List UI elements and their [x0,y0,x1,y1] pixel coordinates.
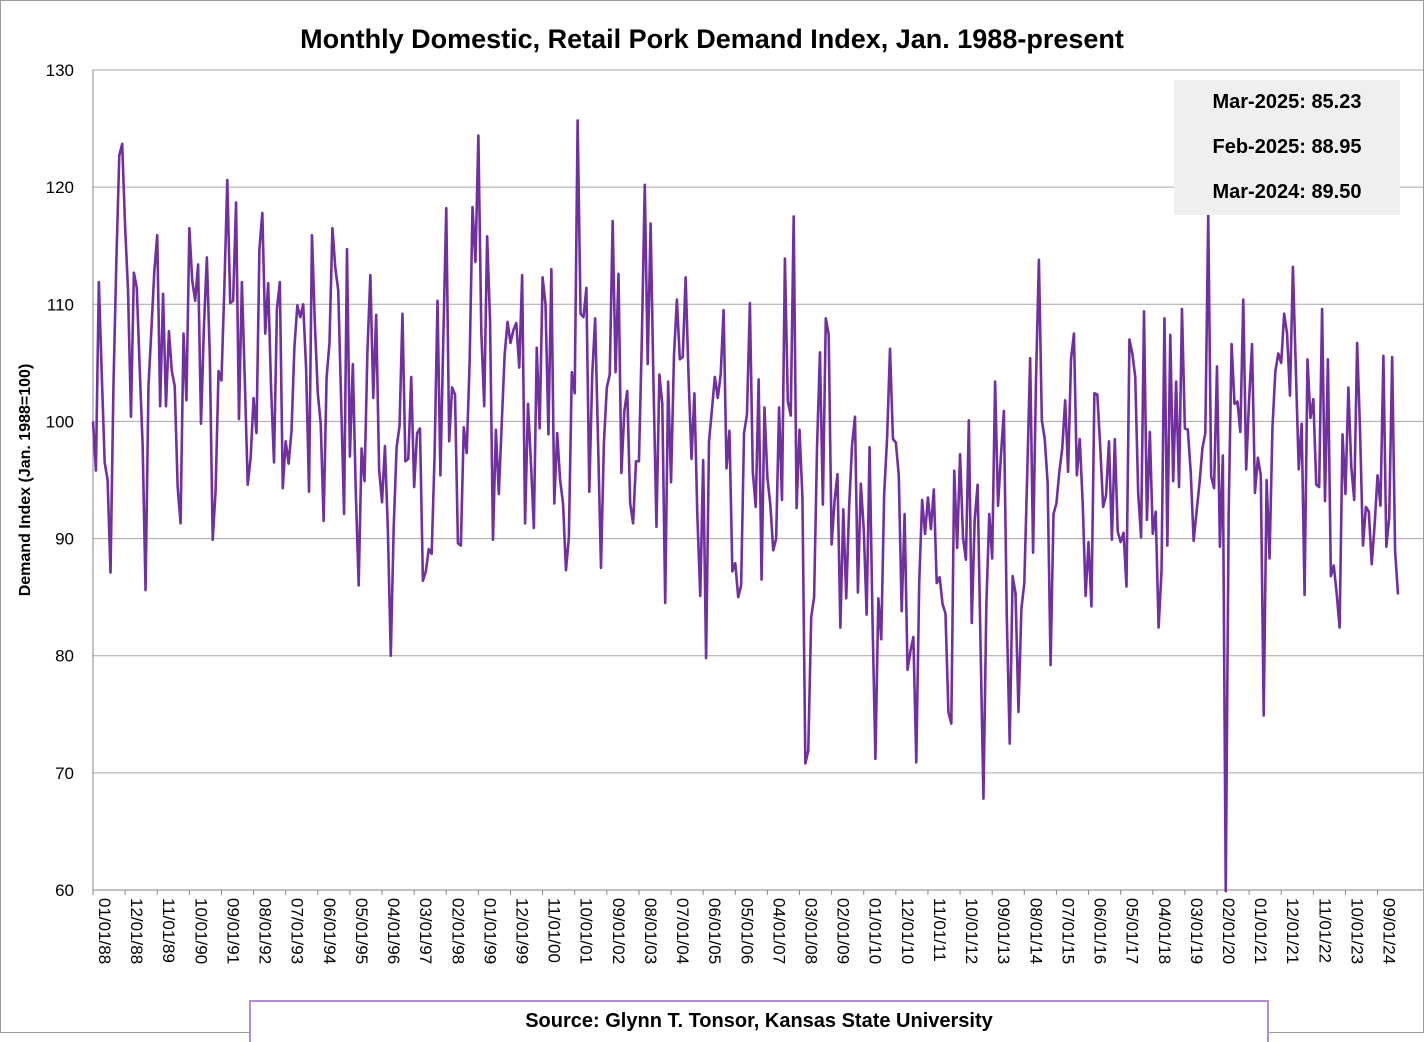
y-tick-label: 90 [55,530,74,549]
x-tick-label: 06/01/16 [1091,898,1110,964]
y-tick-label: 110 [47,295,74,314]
x-tick-label: 01/01/10 [866,898,885,964]
x-tick-labels: 01/01/88 12/01/88 11/01/89 10/01/90 09/01/91… [95,898,1399,964]
x-tick-label: 08/01/92 [256,898,275,964]
y-axis-label: Demand Index (Jan. 1988=100) [17,364,34,597]
callout-line-feb-2025: Feb-2025: 88.95 [1174,136,1400,159]
x-tick-label: 11/01/22 [1315,898,1334,963]
y-tick-label: 120 [46,178,74,197]
x-tick-label: 03/01/08 [802,898,821,964]
x-tick-label: 09/01/91 [223,898,242,964]
x-tick-label: 02/01/09 [834,898,853,964]
y-tick-label: 80 [55,647,74,666]
callout-value: 88.95 [1311,136,1362,158]
x-tick-label: 08/01/03 [641,898,660,964]
callout-label: Mar-2024: [1212,181,1306,203]
x-tick-label: 12/01/10 [898,898,917,964]
x-tick-label: 06/01/05 [705,898,724,964]
x-tick-label: 09/01/13 [994,898,1013,964]
callout-label: Mar-2025: [1212,91,1306,113]
x-tick-label: 03/01/97 [416,898,435,964]
chart-title: Monthly Domestic, Retail Pork Demand Ind… [300,24,1124,54]
callout-value: 89.50 [1311,181,1362,203]
x-tick-label: 02/01/20 [1219,898,1238,964]
x-tick-label: 10/01/01 [577,898,596,964]
x-tick-label: 12/01/21 [1283,898,1302,964]
x-tick-label: 10/01/23 [1347,898,1366,964]
x-tick-label: 05/01/06 [737,898,756,964]
y-tick-label: 70 [55,764,74,783]
callout-value: 85.23 [1311,91,1362,113]
x-tick-label: 06/01/94 [320,898,339,964]
y-tick-label: 130 [46,61,74,80]
x-tick-label: 09/01/24 [1380,898,1399,964]
x-tick-label: 10/01/12 [962,898,981,964]
x-tick-label: 02/01/98 [448,898,467,964]
axes [92,70,1423,895]
x-tick-label: 11/01/00 [545,898,564,963]
series-layer [91,119,1400,893]
callout-line-mar-2024: Mar-2024: 89.50 [1174,181,1400,204]
callout-line-mar-2025: Mar-2025: 85.23 [1174,91,1400,114]
x-tick-label: 12/01/99 [512,898,531,964]
x-tick-label: 05/01/95 [352,898,371,964]
x-tick-label: 10/01/90 [191,898,210,964]
x-tick-label: 01/01/21 [1251,898,1270,964]
x-tick-label: 11/01/11 [930,898,949,962]
y-tick-label: 60 [55,881,74,900]
y-tick-label: 100 [46,412,74,431]
x-tick-label: 07/01/04 [673,898,692,964]
demand-index-line [91,119,1400,893]
y-tick-labels: 60 70 80 90 100 110 120 130 [46,61,74,900]
x-tick-label: 03/01/19 [1187,898,1206,964]
latest-values-callout: Mar-2025: 85.23 Feb-2025: 88.95 Mar-2024… [1174,80,1400,215]
x-tick-label: 07/01/15 [1058,898,1077,964]
x-tick-label: 09/01/02 [609,898,628,964]
x-tick-label: 04/01/18 [1155,898,1174,964]
x-tick-label: 05/01/17 [1123,898,1142,964]
source-box: Source: Glynn T. Tonsor, Kansas State Un… [249,1000,1269,1042]
x-tick-label: 04/01/96 [384,898,403,964]
source-text: Source: Glynn T. Tonsor, Kansas State Un… [525,1010,993,1032]
x-tick-label: 01/01/99 [480,898,499,964]
x-tick-label: 08/01/14 [1026,898,1045,964]
x-tick-label: 07/01/93 [288,898,307,964]
x-tick-label: 04/01/07 [769,898,788,964]
x-tick-label: 12/01/88 [127,898,146,964]
x-tick-label: 11/01/89 [159,898,178,963]
callout-label: Feb-2025: [1212,136,1306,158]
x-tick-label: 01/01/88 [95,898,114,964]
